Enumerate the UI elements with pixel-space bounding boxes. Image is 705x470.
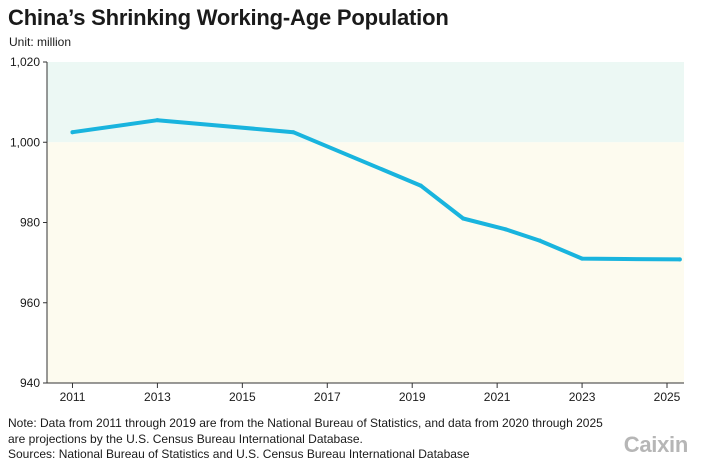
- footnote: Note: Data from 2011 through 2019 are fr…: [8, 416, 618, 463]
- unit-label: Unit: million: [9, 35, 72, 49]
- x-tick-label: 2011: [60, 390, 86, 404]
- y-tick-label: 960: [20, 296, 40, 310]
- background-band-1: [47, 142, 684, 383]
- y-tick-label: 940: [20, 376, 40, 390]
- data-point: [418, 183, 423, 188]
- data-point: [291, 130, 296, 135]
- data-note: Note: Data from 2011 through 2019 are fr…: [8, 416, 603, 446]
- data-point: [155, 118, 160, 123]
- data-point: [461, 216, 466, 221]
- data-point: [580, 256, 585, 261]
- y-tick-label: 1,000: [10, 135, 40, 149]
- series-line: [70, 118, 682, 262]
- data-point: [70, 130, 75, 135]
- x-tick-label: 2019: [399, 390, 426, 404]
- sources-note: Sources: National Bureau of Statistics a…: [8, 447, 470, 461]
- x-tick-label: 2025: [654, 390, 681, 404]
- background-band-0: [47, 62, 684, 143]
- x-tick-label: 2021: [484, 390, 511, 404]
- x-tick-label: 2023: [569, 390, 596, 404]
- chart-title: China’s Shrinking Working-Age Population: [8, 5, 449, 30]
- data-point: [622, 257, 627, 262]
- data-point: [537, 238, 542, 243]
- y-tick-label: 980: [20, 216, 40, 230]
- x-tick-label: 2017: [314, 390, 341, 404]
- caixin-logo: Caixin: [623, 432, 689, 457]
- x-tick-label: 2013: [144, 390, 171, 404]
- data-point: [503, 227, 508, 232]
- data-point: [677, 257, 682, 262]
- y-tick-label: 1,020: [10, 55, 40, 69]
- x-tick-label: 2015: [229, 390, 256, 404]
